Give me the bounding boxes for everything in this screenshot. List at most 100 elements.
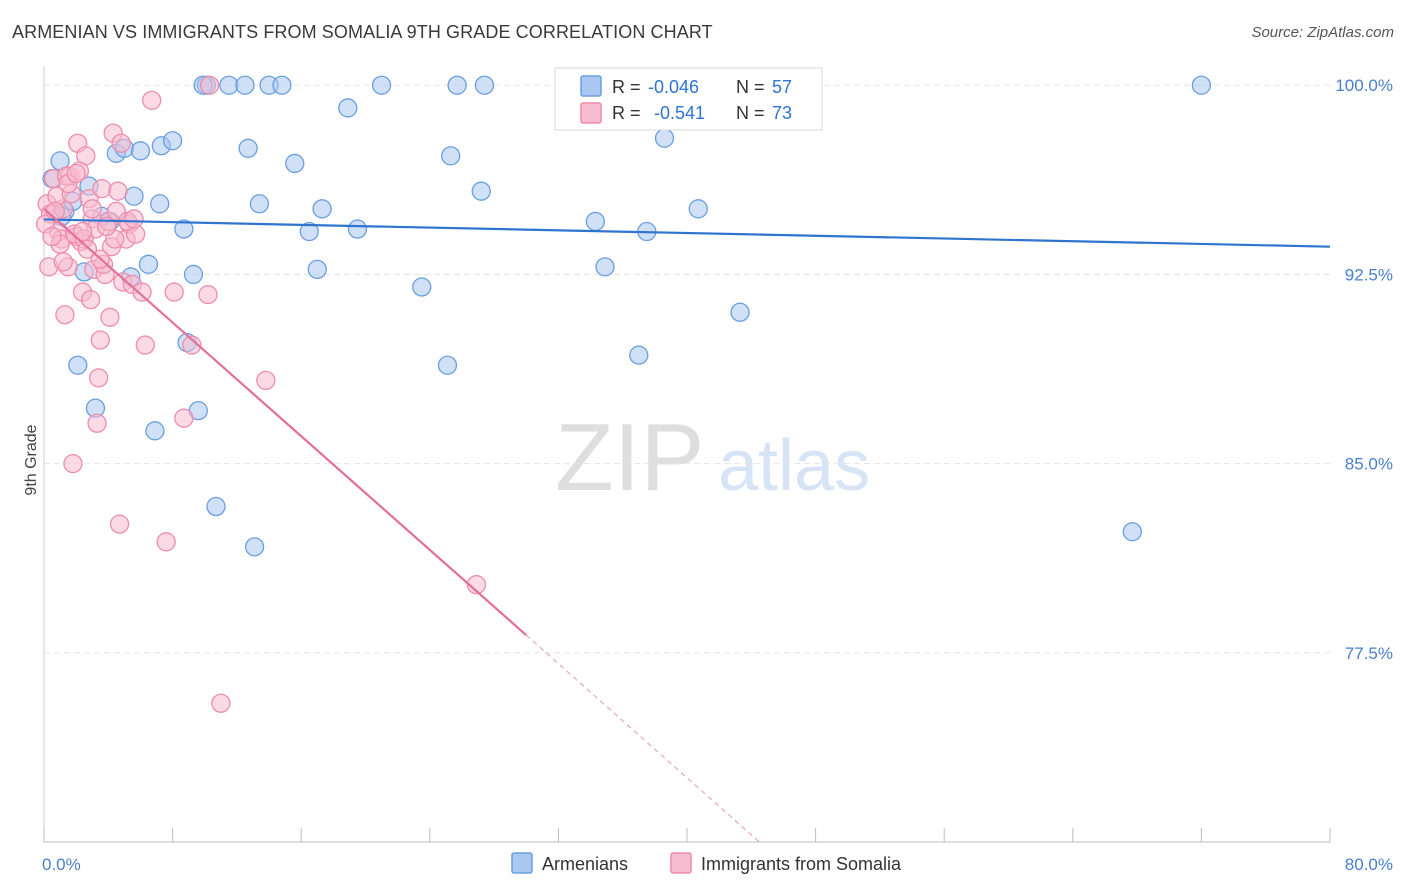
stats-legend-r-label-1: R = — [612, 77, 641, 97]
point-somalia — [87, 413, 107, 433]
stats-legend-r-label-2: R = — [612, 103, 641, 123]
point-armenians — [312, 199, 332, 219]
point-armenians — [585, 211, 606, 232]
point-somalia — [63, 453, 83, 474]
point-somalia — [100, 307, 120, 327]
point-armenians — [595, 257, 615, 277]
point-armenians — [441, 146, 461, 166]
point-armenians — [206, 496, 226, 517]
point-armenians — [162, 131, 183, 151]
point-armenians — [1191, 75, 1212, 95]
point-armenians — [249, 194, 270, 214]
point-somalia — [92, 179, 112, 199]
point-somalia — [211, 693, 231, 713]
watermark-zip: ZIP — [555, 404, 704, 511]
stats-legend-n-label-2: N = — [736, 103, 765, 123]
point-somalia — [80, 289, 101, 310]
point-armenians — [371, 75, 392, 95]
point-armenians — [124, 186, 144, 206]
point-armenians — [272, 75, 292, 95]
data-points — [35, 75, 1212, 713]
point-armenians — [299, 221, 319, 242]
point-somalia — [182, 335, 202, 355]
series-legend: Armenians Immigrants from Somalia — [511, 852, 902, 874]
point-armenians — [629, 345, 649, 365]
point-armenians — [130, 141, 151, 161]
point-somalia — [466, 575, 487, 595]
point-armenians — [150, 194, 170, 214]
point-somalia — [132, 282, 152, 302]
point-somalia — [66, 163, 86, 184]
stats-legend-swatch-pink — [580, 102, 602, 124]
series-legend-label-somalia: Immigrants from Somalia — [701, 854, 902, 874]
point-somalia — [42, 226, 62, 247]
point-armenians — [145, 421, 165, 441]
point-armenians — [238, 138, 258, 158]
point-somalia — [198, 284, 218, 305]
point-armenians — [1122, 522, 1142, 542]
point-armenians — [138, 254, 159, 274]
y-tick-label: 92.5% — [1345, 265, 1393, 284]
point-somalia — [174, 408, 194, 428]
point-somalia — [89, 368, 109, 388]
point-somalia — [124, 209, 144, 229]
chart-source: Source: ZipAtlas.com — [1251, 24, 1394, 41]
point-armenians — [174, 219, 194, 239]
point-armenians — [307, 259, 327, 280]
series-legend-swatch-somalia — [670, 852, 692, 874]
axes: 77.5% 85.0% 92.5% 100.0% 0.0% 80.0% — [42, 66, 1393, 874]
stats-legend-r-value-2: -0.541 — [654, 103, 705, 123]
point-somalia — [109, 514, 130, 534]
point-armenians — [235, 75, 255, 95]
y-tick-label: 100.0% — [1335, 76, 1393, 95]
watermark-atlas: atlas — [718, 426, 870, 506]
point-armenians — [437, 355, 458, 375]
stats-legend-n-value-1: 57 — [772, 77, 792, 97]
trendline-armenians — [43, 218, 1331, 248]
stats-legend-n-value-2: 73 — [772, 103, 792, 123]
stats-legend: R = -0.046 N = 57 R = -0.541 N = 73 — [554, 67, 823, 131]
point-armenians — [285, 153, 305, 174]
point-armenians — [347, 219, 368, 239]
stats-legend-n-label-1: N = — [736, 77, 765, 97]
stats-legend-swatch-blue — [580, 75, 602, 97]
point-somalia — [82, 199, 102, 219]
point-somalia — [77, 239, 98, 259]
point-somalia — [90, 330, 110, 350]
x-tick-label-min: 0.0% — [42, 855, 81, 874]
point-armenians — [474, 75, 495, 95]
y-tick-label: 85.0% — [1345, 455, 1393, 474]
point-armenians — [654, 128, 675, 148]
point-armenians — [68, 355, 88, 375]
point-armenians — [447, 75, 467, 95]
chart-title: ARMENIAN VS IMMIGRANTS FROM SOMALIA 9TH … — [12, 22, 713, 42]
point-armenians — [471, 181, 491, 201]
grid-lines — [44, 84, 1332, 654]
point-somalia — [72, 221, 93, 242]
point-armenians — [412, 277, 432, 297]
point-somalia — [108, 181, 128, 201]
series-legend-swatch-armenians — [511, 852, 533, 874]
point-somalia — [156, 532, 176, 552]
point-armenians — [338, 98, 358, 118]
point-armenians — [183, 264, 204, 285]
point-somalia — [256, 370, 276, 391]
point-somalia — [135, 335, 155, 355]
point-somalia — [111, 133, 131, 153]
point-somalia — [199, 75, 220, 95]
point-armenians — [219, 75, 239, 95]
point-somalia — [164, 282, 184, 302]
trend-lines — [43, 208, 1331, 843]
point-somalia — [97, 216, 117, 237]
point-armenians — [244, 537, 265, 557]
series-legend-label-armenians: Armenians — [542, 854, 628, 874]
point-somalia — [53, 252, 73, 272]
y-axis-label: 9th Grade — [23, 424, 40, 495]
trendline-somalia-extension — [525, 634, 760, 843]
point-somalia — [55, 305, 75, 325]
x-tick-label-max: 80.0% — [1345, 855, 1393, 874]
point-armenians — [688, 199, 708, 219]
y-tick-label: 77.5% — [1345, 644, 1393, 663]
point-armenians — [730, 302, 750, 322]
